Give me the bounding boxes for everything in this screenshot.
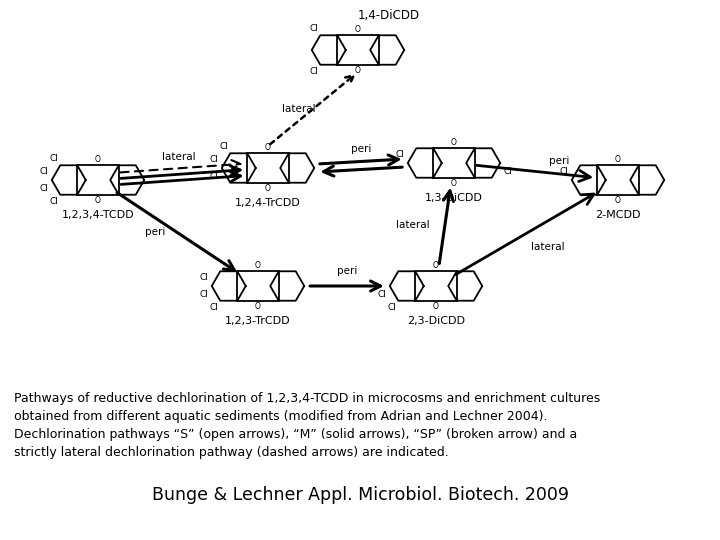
Text: Cl: Cl bbox=[210, 303, 218, 312]
Text: Cl: Cl bbox=[50, 197, 58, 206]
Text: O: O bbox=[355, 25, 361, 34]
Text: O: O bbox=[355, 66, 361, 75]
Text: O: O bbox=[433, 261, 439, 271]
Text: peri: peri bbox=[549, 157, 570, 166]
Text: Pathways of reductive dechlorination of 1,2,3,4-TCDD in microcosms and enrichmen: Pathways of reductive dechlorination of … bbox=[14, 392, 600, 405]
Text: Cl: Cl bbox=[200, 273, 209, 282]
Text: 1,3-DiCDD: 1,3-DiCDD bbox=[425, 193, 483, 203]
Text: O: O bbox=[95, 156, 101, 164]
Text: Cl: Cl bbox=[40, 167, 49, 176]
Text: 1,2,3,4-TCDD: 1,2,3,4-TCDD bbox=[62, 210, 135, 220]
Text: Cl: Cl bbox=[40, 184, 49, 193]
Text: Cl: Cl bbox=[200, 290, 209, 299]
Text: peri: peri bbox=[351, 144, 372, 154]
Text: lateral: lateral bbox=[396, 220, 430, 231]
Text: Cl: Cl bbox=[387, 303, 396, 312]
Text: obtained from different aquatic sediments (modified from Adrian and Lechner 2004: obtained from different aquatic sediment… bbox=[14, 410, 547, 423]
Text: lateral: lateral bbox=[282, 104, 315, 114]
Text: O: O bbox=[265, 143, 271, 152]
Text: 2,3-DiCDD: 2,3-DiCDD bbox=[407, 316, 465, 326]
Text: Cl: Cl bbox=[310, 24, 318, 33]
Text: Cl: Cl bbox=[310, 67, 318, 76]
Text: lateral: lateral bbox=[162, 152, 196, 162]
Text: strictly lateral dechlorination pathway (dashed arrows) are indicated.: strictly lateral dechlorination pathway … bbox=[14, 446, 449, 459]
Text: Cl: Cl bbox=[210, 172, 219, 181]
Text: lateral: lateral bbox=[531, 241, 564, 252]
Text: O: O bbox=[615, 195, 621, 205]
Text: O: O bbox=[265, 184, 271, 193]
Text: O: O bbox=[451, 138, 457, 147]
Text: O: O bbox=[255, 261, 261, 271]
Text: Cl: Cl bbox=[560, 167, 569, 176]
Text: 1,2,4-TrCDD: 1,2,4-TrCDD bbox=[235, 198, 301, 208]
Text: O: O bbox=[615, 156, 621, 164]
Text: peri: peri bbox=[337, 266, 357, 276]
Text: Cl: Cl bbox=[503, 167, 512, 176]
Text: Cl: Cl bbox=[378, 290, 387, 299]
Text: Cl: Cl bbox=[210, 155, 219, 164]
Text: peri: peri bbox=[145, 227, 165, 238]
Text: O: O bbox=[255, 302, 261, 310]
Text: Bunge & Lechner Appl. Microbiol. Biotech. 2009: Bunge & Lechner Appl. Microbiol. Biotech… bbox=[151, 486, 569, 504]
Text: 2-MCDD: 2-MCDD bbox=[595, 210, 641, 220]
Text: Cl: Cl bbox=[220, 142, 228, 151]
Text: O: O bbox=[433, 302, 439, 310]
Text: Dechlorination pathways “S” (open arrows), “M” (solid arrows), “SP” (broken arro: Dechlorination pathways “S” (open arrows… bbox=[14, 428, 577, 441]
Text: Cl: Cl bbox=[396, 150, 405, 159]
Text: 1,4-DiCDD: 1,4-DiCDD bbox=[358, 9, 420, 22]
Text: O: O bbox=[451, 179, 457, 188]
Text: O: O bbox=[95, 195, 101, 205]
Text: 1,2,3-TrCDD: 1,2,3-TrCDD bbox=[225, 316, 291, 326]
Text: Cl: Cl bbox=[50, 154, 58, 163]
